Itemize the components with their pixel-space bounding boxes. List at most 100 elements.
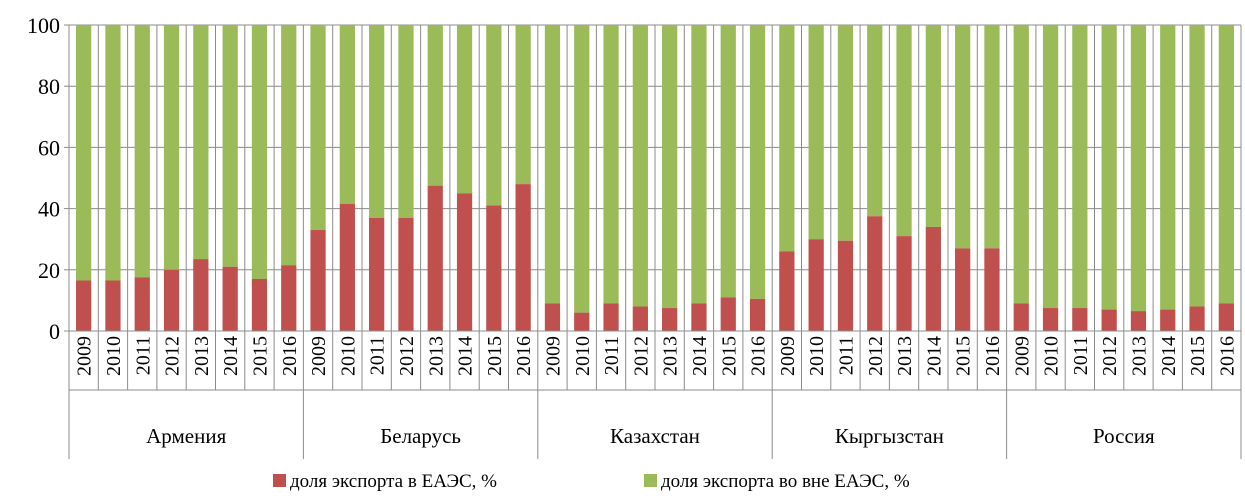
y-tick-label: 60 [38,135,60,160]
bar-non-eaeu [486,25,502,206]
bar-non-eaeu [222,25,238,267]
x-tick-label-year: 2010 [1041,336,1063,376]
bar-eaeu [1013,303,1029,331]
x-tick-label-year: 2014 [923,336,945,376]
legend-swatch-eaeu [273,474,286,487]
bar-eaeu [1160,309,1176,331]
bar-eaeu [984,248,1000,331]
bar-eaeu [193,259,209,331]
bar-eaeu [1130,311,1147,331]
bar-non-eaeu [925,25,941,227]
x-tick-label-year: 2009 [777,336,799,376]
legend-swatch-non-eaeu [644,474,657,487]
bar-non-eaeu [1013,25,1029,304]
x-tick-label-year: 2009 [1011,336,1033,376]
x-tick-label-year: 2011 [835,336,857,375]
x-tick-label-year: 2015 [953,336,975,376]
bar-eaeu [369,217,385,331]
bar-eaeu [222,266,238,331]
legend-label-eaeu: доля экспорта в ЕАЭС, % [290,471,497,492]
y-tick-label: 40 [38,197,60,222]
bar-eaeu [720,297,736,331]
x-tick-label-year: 2016 [748,336,770,376]
x-tick-label-year: 2016 [279,336,301,376]
bar-eaeu [515,184,531,331]
x-tick-label-year: 2014 [689,336,711,376]
y-tick-label: 80 [38,74,60,99]
bar-eaeu [134,277,150,331]
bar-non-eaeu [1072,25,1088,309]
x-tick-label-year: 2016 [1216,336,1238,376]
bar-non-eaeu [867,25,883,217]
x-tick-label-year: 2015 [249,336,271,376]
bar-non-eaeu [779,25,795,252]
x-tick-label-year: 2016 [982,336,1004,376]
bar-eaeu [691,303,707,331]
legend-label-non-eaeu: доля экспорта во вне ЕАЭС, % [661,471,910,492]
x-tick-label-year: 2011 [601,336,623,375]
bar-eaeu [1072,308,1088,331]
bar-eaeu [427,185,443,331]
x-tick-label-year: 2012 [162,336,184,376]
bar-eaeu [808,239,824,331]
bar-non-eaeu [193,25,209,260]
x-tick-label-year: 2012 [1099,336,1121,376]
x-tick-label-year: 2016 [513,336,535,376]
bar-eaeu [574,312,590,331]
bar-non-eaeu [515,25,531,185]
bar-non-eaeu [1042,25,1059,309]
bar-non-eaeu [896,25,912,237]
bar-non-eaeu [398,25,414,218]
x-axis-tick-labels: 2009 2010 2011 2012 2013 2014 2015 2016 2009 2010… [74,336,1239,448]
bar-eaeu [662,308,678,331]
bar-non-eaeu [339,25,355,205]
bar-non-eaeu [662,25,678,309]
x-tick-label-year: 2012 [865,336,887,376]
bar-non-eaeu [427,25,443,186]
bar-non-eaeu [1130,25,1147,312]
bar-non-eaeu [691,25,707,304]
x-tick-label-year: 2015 [1187,336,1209,376]
y-tick-label: 20 [38,258,60,283]
x-tick-label-year: 2010 [806,336,828,376]
bar-non-eaeu [808,25,824,240]
bar-non-eaeu [955,25,971,249]
bar-non-eaeu [1218,25,1234,304]
grid-lines [68,24,1242,332]
bar-non-eaeu [310,25,326,231]
bar-non-eaeu [720,25,736,298]
bar-non-eaeu [603,25,619,304]
x-tick-label-year: 2013 [425,336,447,376]
x-tick-label-year: 2013 [191,336,213,376]
x-tick-label-year: 2010 [103,336,125,376]
bar-non-eaeu [456,25,473,194]
bar-eaeu [486,205,502,331]
x-tick-label-year: 2011 [1070,336,1092,375]
y-tick-label: 100 [27,13,60,38]
x-tick-label-year: 2014 [1158,336,1180,376]
bar-non-eaeu [574,25,590,313]
bar-eaeu [281,265,297,331]
bar-eaeu [398,217,414,331]
x-tick-label-year: 2014 [220,336,242,376]
bar-non-eaeu [1189,25,1205,307]
bar-eaeu [544,303,561,331]
x-tick-label-country: Беларусь [380,424,461,448]
x-tick-label-country: Кыргызстан [835,424,944,448]
x-tick-label-year: 2012 [396,336,418,376]
axes [64,24,1242,459]
bar-eaeu [339,204,355,331]
x-tick-label-year: 2009 [542,336,564,376]
bar-non-eaeu [369,25,385,218]
bar-non-eaeu [76,25,92,281]
bar-eaeu [867,216,883,331]
bar-eaeu [837,240,854,331]
bar-non-eaeu [281,25,297,266]
bar-eaeu [76,280,92,331]
bar-eaeu [749,298,766,331]
bar-non-eaeu [544,25,561,304]
bar-eaeu [105,280,121,331]
bar-eaeu [1101,309,1117,331]
x-tick-label-year: 2009 [308,336,330,376]
bar-eaeu [310,230,326,331]
